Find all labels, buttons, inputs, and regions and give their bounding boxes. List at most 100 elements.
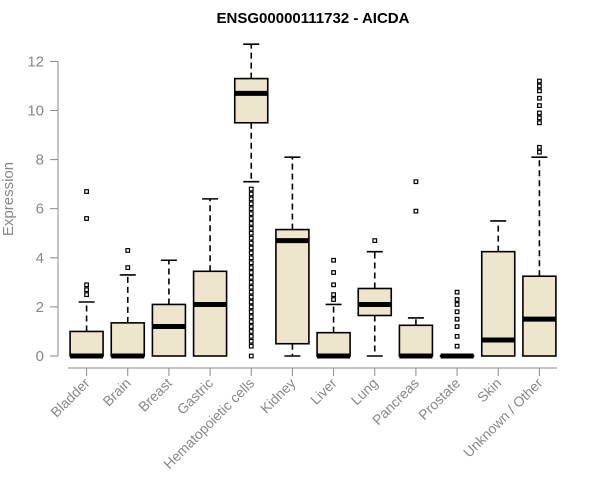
y-axis-label: Expression bbox=[0, 162, 17, 236]
outlier-point bbox=[248, 319, 254, 325]
outlier-point bbox=[248, 211, 254, 217]
y-tick-label: 0 bbox=[36, 348, 44, 365]
outlier-point bbox=[248, 196, 254, 202]
outlier-point bbox=[248, 270, 254, 275]
outlier-point bbox=[248, 221, 254, 226]
outlier-point bbox=[248, 338, 254, 344]
plot-area bbox=[69, 43, 557, 359]
outlier-point bbox=[248, 255, 254, 261]
outlier-point bbox=[537, 144, 542, 150]
outlier-point bbox=[454, 302, 460, 307]
y-tick-label: 12 bbox=[27, 53, 44, 70]
iqr-box bbox=[398, 324, 434, 357]
outlier-point bbox=[372, 238, 378, 244]
outlier-point bbox=[84, 282, 89, 288]
outlier-point bbox=[248, 265, 254, 271]
iqr-box bbox=[275, 228, 310, 345]
x-tick-label-lung: Lung bbox=[348, 375, 381, 408]
outlier-point bbox=[248, 250, 254, 256]
box-hematopoietic-cells bbox=[233, 43, 269, 359]
outlier-point bbox=[248, 279, 254, 285]
outlier-point bbox=[248, 304, 254, 310]
box-kidney bbox=[275, 156, 310, 357]
box-gastric bbox=[192, 198, 228, 357]
iqr-box bbox=[69, 330, 104, 357]
outlier-point bbox=[248, 353, 254, 359]
outlier-point bbox=[454, 324, 460, 329]
box-skin bbox=[480, 220, 516, 357]
outlier-point bbox=[248, 329, 254, 334]
x-tick-label-kidney: Kidney bbox=[257, 375, 299, 417]
box-brain bbox=[110, 248, 146, 359]
outlier-point bbox=[248, 289, 254, 295]
box-lung bbox=[357, 238, 393, 357]
outlier-point bbox=[248, 294, 254, 300]
outlier-point bbox=[125, 265, 131, 271]
iqr-box bbox=[151, 303, 187, 357]
outlier-point bbox=[331, 297, 336, 302]
outlier-point bbox=[331, 257, 336, 263]
outlier-point bbox=[248, 314, 254, 320]
outlier-point bbox=[248, 206, 254, 212]
outlier-point bbox=[331, 282, 336, 288]
outlier-point bbox=[248, 260, 254, 266]
x-tick-label-brain: Brain bbox=[99, 375, 133, 409]
box-unknown-other bbox=[522, 78, 557, 357]
outlier-point bbox=[248, 240, 254, 246]
outlier-point bbox=[331, 270, 336, 275]
outlier-point bbox=[84, 216, 89, 221]
y-axis: 0 2 4 6 8 10 12 bbox=[27, 53, 58, 365]
outlier-point bbox=[248, 201, 254, 207]
outlier-point bbox=[454, 316, 460, 322]
outlier-point bbox=[331, 292, 336, 298]
y-tick-label: 8 bbox=[36, 152, 44, 169]
outlier-point bbox=[454, 309, 460, 315]
outlier-point bbox=[248, 324, 254, 329]
outlier-point bbox=[248, 225, 254, 231]
outlier-point bbox=[537, 88, 542, 94]
iqr-box bbox=[522, 275, 557, 357]
outlier-point bbox=[454, 289, 460, 295]
outlier-point bbox=[248, 284, 254, 290]
y-tick-label: 10 bbox=[27, 103, 44, 120]
outlier-point bbox=[248, 245, 254, 251]
chart-title: ENSG00000111732 - AICDA bbox=[217, 10, 410, 27]
outlier-point bbox=[84, 292, 89, 298]
x-tick-label-bladder: Bladder bbox=[47, 375, 93, 421]
box-bladder bbox=[69, 189, 104, 359]
outlier-point bbox=[84, 287, 89, 293]
iqr-box bbox=[110, 322, 146, 357]
box-breast bbox=[151, 259, 187, 357]
outlier-point bbox=[537, 149, 542, 155]
x-tick-label-breast: Breast bbox=[135, 375, 175, 415]
box-pancreas bbox=[398, 179, 434, 359]
outlier-point bbox=[537, 120, 542, 126]
outlier-point bbox=[537, 78, 542, 84]
outlier-point bbox=[84, 189, 89, 194]
x-tick-label-prostate: Prostate bbox=[415, 375, 463, 423]
outlier-point bbox=[248, 230, 254, 236]
outlier-point bbox=[537, 95, 542, 101]
outlier-point bbox=[454, 297, 460, 302]
x-tick-label-skin: Skin bbox=[474, 375, 505, 406]
outlier-point bbox=[413, 179, 419, 185]
outlier-point bbox=[454, 333, 460, 339]
outlier-point bbox=[248, 333, 254, 339]
iqr-box bbox=[316, 331, 351, 357]
outlier-point bbox=[125, 248, 131, 253]
outlier-point bbox=[248, 186, 254, 192]
outlier-point bbox=[248, 216, 254, 221]
iqr-box bbox=[192, 270, 228, 357]
outlier-point bbox=[248, 299, 254, 305]
y-tick-label: 6 bbox=[36, 201, 44, 218]
outlier-point bbox=[537, 115, 542, 121]
iqr-box bbox=[233, 77, 269, 124]
outlier-point bbox=[413, 208, 419, 214]
y-tick-label: 4 bbox=[36, 250, 44, 267]
outlier-point bbox=[537, 110, 542, 116]
outlier-point bbox=[248, 343, 254, 349]
outlier-point bbox=[248, 235, 254, 241]
box-liver bbox=[316, 257, 351, 359]
